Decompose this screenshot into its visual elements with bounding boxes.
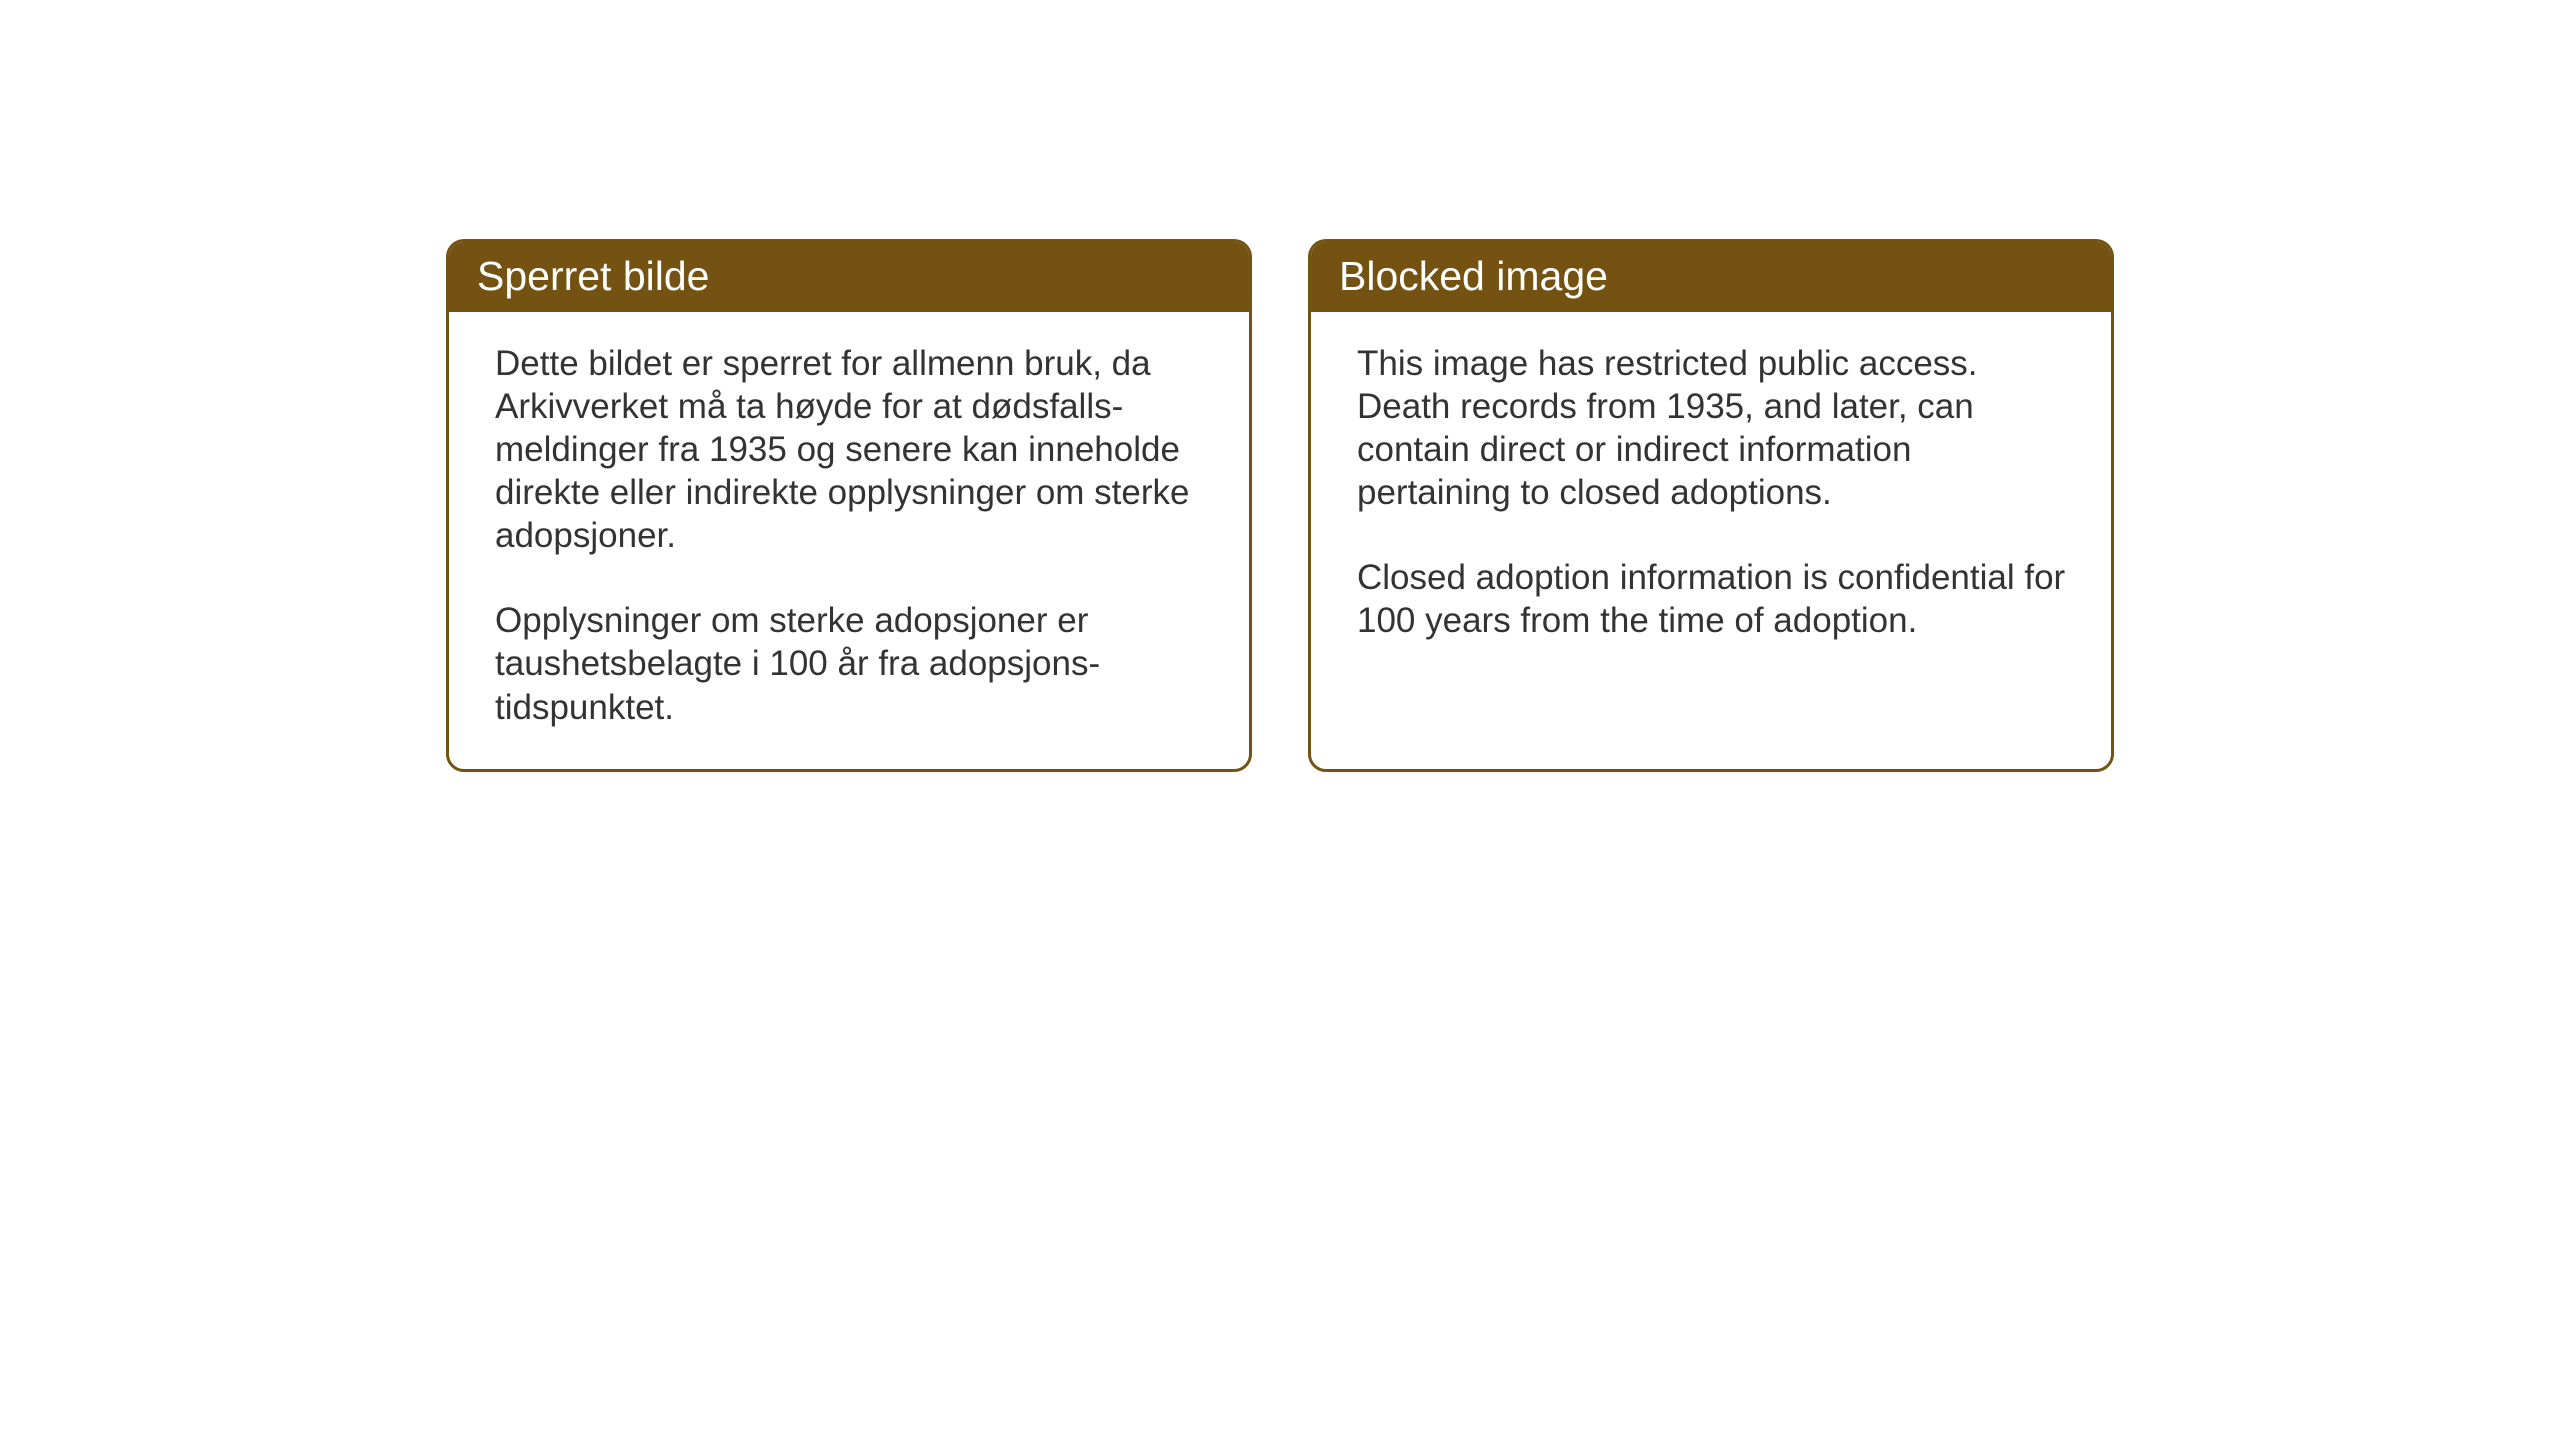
english-notice-card: Blocked image This image has restricted … bbox=[1308, 239, 2114, 772]
norwegian-notice-card: Sperret bilde Dette bildet er sperret fo… bbox=[446, 239, 1252, 772]
norwegian-card-body: Dette bildet er sperret for allmenn bruk… bbox=[449, 312, 1249, 768]
cards-container: Sperret bilde Dette bildet er sperret fo… bbox=[446, 239, 2114, 772]
norwegian-para-1: Dette bildet er sperret for allmenn bruk… bbox=[495, 342, 1209, 557]
english-para-1: This image has restricted public access.… bbox=[1357, 342, 2071, 514]
english-card-body: This image has restricted public access.… bbox=[1311, 312, 2111, 682]
norwegian-para-2: Opplysninger om sterke adopsjoner er tau… bbox=[495, 599, 1209, 728]
english-card-title: Blocked image bbox=[1311, 242, 2111, 312]
english-para-2: Closed adoption information is confident… bbox=[1357, 556, 2071, 642]
norwegian-card-title: Sperret bilde bbox=[449, 242, 1249, 312]
